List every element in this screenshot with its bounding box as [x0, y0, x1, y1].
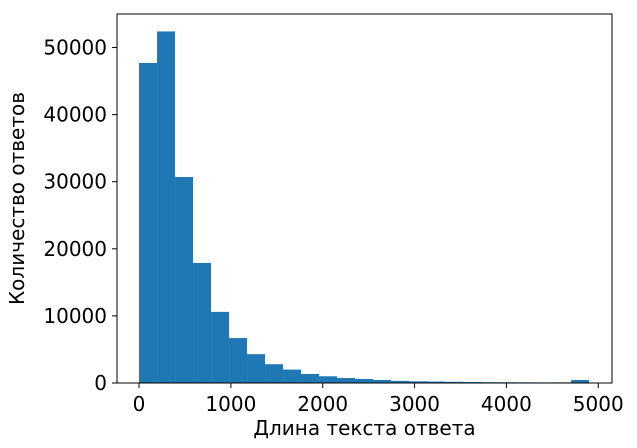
x-axis-label: Длина текста ответа — [253, 416, 475, 440]
y-tick-label: 10000 — [43, 304, 107, 328]
x-tick-label: 5000 — [573, 392, 624, 416]
histogram-bar — [463, 381, 482, 383]
histogram-bar — [301, 373, 320, 383]
x-tick-label: 3000 — [389, 392, 440, 416]
histogram-bar — [373, 379, 392, 383]
histogram-bar — [211, 311, 230, 383]
histogram-bar — [175, 177, 194, 383]
histogram-bar — [337, 377, 356, 383]
x-tick-label: 1000 — [205, 392, 256, 416]
y-tick-label: 40000 — [43, 103, 107, 127]
histogram-bar — [247, 354, 266, 383]
y-tick-label: 0 — [94, 371, 107, 395]
plot-frame — [116, 13, 613, 384]
histogram-bar — [193, 262, 212, 383]
y-axis-label: Количество ответов — [5, 92, 29, 305]
x-tick-label: 2000 — [297, 392, 348, 416]
histogram-bar — [283, 369, 302, 383]
histogram-bar — [571, 379, 590, 383]
y-tick-label: 50000 — [43, 36, 107, 60]
histogram-bar — [157, 31, 176, 384]
histogram-bar — [427, 381, 446, 383]
x-tick-label: 0 — [133, 392, 146, 416]
histogram-bar — [265, 364, 284, 383]
x-axis-ticks: 0 1000 2000 3000 4000 5000 — [133, 383, 624, 416]
y-axis-ticks: 0 10000 20000 30000 40000 50000 — [43, 36, 117, 395]
histogram-bar — [409, 381, 428, 383]
histogram-bar — [319, 376, 338, 383]
x-tick-label: 4000 — [481, 392, 532, 416]
histogram-bar — [445, 381, 464, 383]
histogram-bar — [355, 378, 374, 383]
histogram-bars — [139, 31, 590, 384]
histogram-bar — [229, 338, 248, 383]
y-tick-label: 20000 — [43, 237, 107, 261]
y-tick-label: 30000 — [43, 170, 107, 194]
histogram-bar — [139, 62, 158, 383]
histogram-bar — [391, 380, 410, 383]
